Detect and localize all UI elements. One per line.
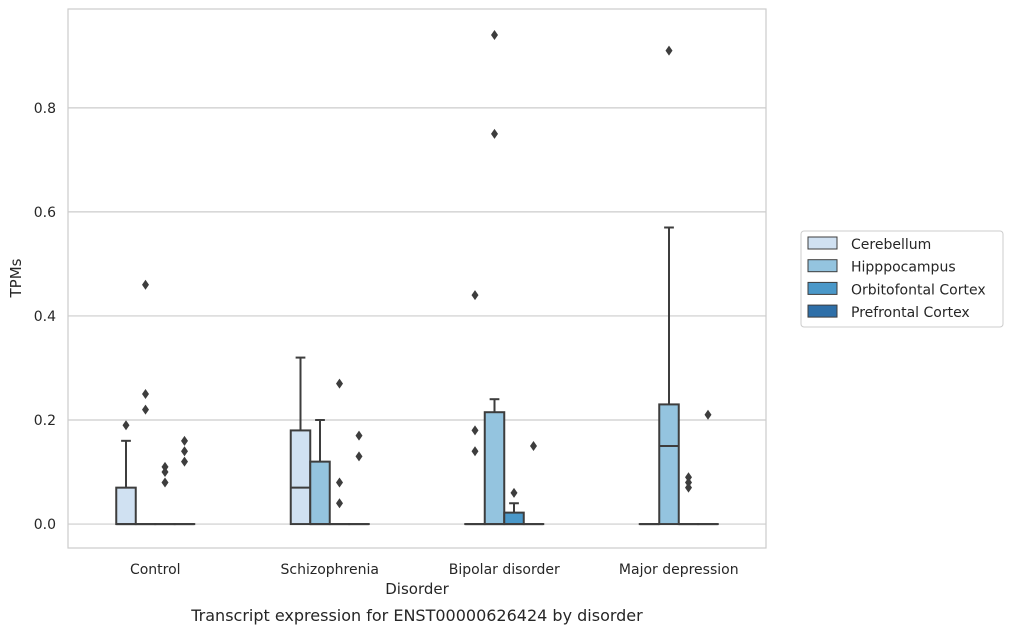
outlier-point	[336, 477, 343, 487]
box-group	[291, 358, 311, 524]
box-group	[698, 410, 718, 524]
x-tick-label: Major depression	[619, 562, 739, 578]
y-tick-label: 0.6	[34, 205, 56, 221]
box	[504, 513, 524, 524]
x-tick-label: Bipolar disorder	[449, 562, 560, 578]
outlier-point	[472, 425, 479, 435]
outlier-point	[356, 451, 363, 461]
y-tick-label: 0.2	[34, 413, 56, 429]
box	[659, 404, 679, 524]
outlier-point	[336, 498, 343, 508]
outlier-point	[162, 467, 169, 477]
legend-swatch	[808, 260, 837, 272]
box-group	[330, 379, 350, 524]
outlier-point	[685, 483, 692, 493]
y-tick-label: 0.8	[34, 101, 56, 117]
outlier-point	[491, 30, 498, 40]
box	[116, 488, 136, 524]
outlier-point	[356, 431, 363, 441]
outlier-point	[666, 46, 673, 56]
outlier-point	[530, 441, 537, 451]
outlier-point	[472, 290, 479, 300]
tick-layer: 0.0 0.2 0.4 0.6 0.8 Control Schizophrenia Bipol…	[34, 101, 739, 578]
outlier-point	[705, 410, 712, 420]
box-layer	[116, 30, 718, 524]
legend-swatch	[808, 237, 837, 249]
outlier-point	[142, 389, 149, 399]
x-axis-label: Disorder	[385, 580, 449, 598]
y-tick-label: 0.4	[34, 309, 56, 325]
outlier-point	[162, 477, 169, 487]
box-group	[349, 431, 369, 524]
outlier-point	[472, 446, 479, 456]
box-group	[155, 462, 175, 524]
legend-label: Orbitofontal Cortex	[851, 282, 986, 298]
box-group	[659, 46, 679, 524]
box-group	[485, 30, 505, 524]
legend-label: Hipppocampus	[851, 260, 956, 276]
chart-caption: Transcript expression for ENST0000062642…	[190, 606, 643, 625]
box-group	[175, 436, 195, 524]
outlier-point	[142, 280, 149, 290]
box-group	[679, 472, 699, 524]
box-group	[504, 488, 524, 524]
outlier-point	[511, 488, 518, 498]
box-group	[465, 290, 485, 524]
legend-swatch	[808, 282, 837, 294]
x-tick-label: Schizophrenia	[281, 562, 379, 578]
legend-label: Prefrontal Cortex	[851, 305, 970, 321]
box-group	[310, 420, 330, 524]
box	[291, 430, 311, 524]
y-axis-label: TPMs	[7, 258, 25, 298]
box-group	[116, 420, 136, 524]
outlier-point	[181, 446, 188, 456]
box	[485, 412, 505, 524]
legend: Cerebellum Hipppocampus Orbitofontal Corte…	[801, 231, 1003, 327]
outlier-point	[142, 405, 149, 415]
outlier-point	[336, 379, 343, 389]
outlier-point	[181, 436, 188, 446]
legend-label: Cerebellum	[851, 237, 931, 253]
outlier-point	[181, 457, 188, 467]
legend-swatch	[808, 305, 837, 317]
outlier-point	[491, 129, 498, 139]
y-tick-label: 0.0	[34, 517, 56, 533]
outlier-point	[123, 420, 130, 430]
box	[310, 462, 330, 524]
x-tick-label: Control	[130, 562, 181, 578]
box-group	[524, 441, 544, 524]
